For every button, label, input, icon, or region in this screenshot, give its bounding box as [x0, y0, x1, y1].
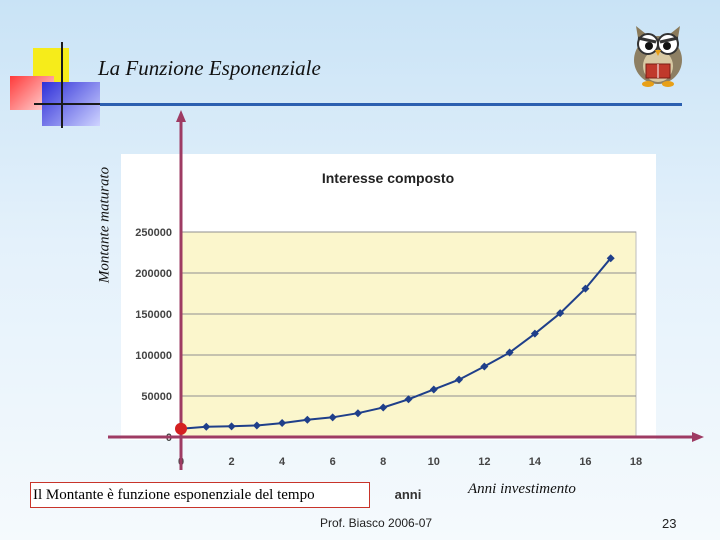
data-point [480, 362, 489, 371]
data-point [455, 375, 464, 384]
data-point [606, 254, 615, 263]
owl-mascot-icon [634, 26, 682, 87]
deco-vertical-line [61, 42, 63, 128]
x-tick-label: 10 [428, 456, 440, 468]
x-axis-arrow-icon [692, 432, 704, 442]
y-tick-label: 200000 [135, 268, 172, 280]
y-tick-label: 100000 [135, 350, 172, 362]
data-point [379, 403, 388, 412]
data-point [581, 284, 590, 293]
caption-box: Il Montante è funzione esponenziale del … [30, 482, 370, 508]
data-point [303, 415, 312, 424]
x-tick-label: 14 [529, 456, 542, 468]
y-tick-label: 250000 [135, 227, 172, 239]
x-tick-label: 6 [330, 456, 336, 468]
data-point [278, 419, 287, 428]
slide-title: La Funzione Esponenziale [98, 56, 321, 80]
data-point [227, 422, 236, 431]
page-number: 23 [662, 516, 677, 531]
deco-horizontal-line [34, 103, 104, 105]
x-tick-label: 8 [380, 456, 386, 468]
data-point [505, 348, 514, 357]
x-tick-label: 18 [630, 456, 642, 468]
data-point [404, 395, 413, 404]
y-axis-arrow-icon [176, 110, 186, 122]
data-point [530, 329, 539, 338]
title-underline [100, 103, 682, 106]
x-tick-label: 16 [579, 456, 591, 468]
x-tick-label: 4 [279, 456, 286, 468]
chart-title: Interesse composto [322, 170, 454, 186]
data-point [202, 422, 211, 431]
y-tick-label: 150000 [135, 309, 172, 321]
data-point [353, 409, 362, 418]
data-point [328, 413, 337, 422]
y-tick-label: 50000 [141, 391, 172, 403]
plot-area [180, 231, 637, 438]
x-tick-label: 12 [478, 456, 490, 468]
series-line [180, 257, 612, 430]
origin-point [175, 422, 187, 435]
data-point [252, 421, 261, 430]
x-axis-label: Anni investimento [468, 481, 576, 497]
data-point [429, 385, 438, 394]
data-point [556, 309, 565, 318]
chart-xlabel: anni [395, 487, 422, 502]
x-tick-label: 2 [228, 456, 234, 468]
footer-author: Prof. Biasco 2006-07 [320, 516, 433, 530]
